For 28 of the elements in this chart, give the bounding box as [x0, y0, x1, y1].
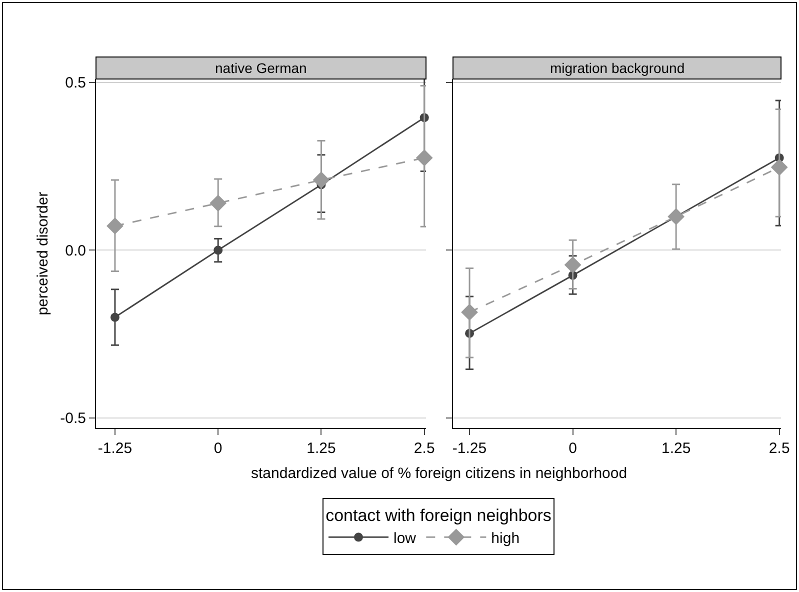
- point: [770, 158, 788, 176]
- x-tick-label: 1.25: [661, 440, 691, 457]
- point: [564, 256, 582, 274]
- legend-title: contact with foreign neighbors: [326, 506, 552, 525]
- x-axis-title: standardized value of % foreign citizens in neighborhood: [251, 465, 628, 482]
- point: [416, 149, 433, 166]
- y-tick-label: -0.5: [60, 410, 86, 428]
- point: [668, 208, 685, 226]
- x-tick-label: 2.5: [768, 440, 790, 457]
- y-axis-title: perceived disorder: [34, 192, 52, 316]
- x-tick-label: 1.25: [306, 440, 336, 457]
- y-tick-label: 0.5: [65, 74, 86, 92]
- chart-title: migration background: [550, 60, 685, 76]
- legend-label: low: [394, 530, 416, 547]
- x-tick-label: -1.25: [98, 440, 132, 457]
- legend-label: high: [491, 530, 520, 547]
- x-tick-label: 0: [568, 440, 577, 457]
- point: [210, 194, 227, 212]
- point: [110, 312, 120, 322]
- point: [461, 304, 478, 321]
- point: [214, 246, 223, 255]
- chart-title: native German: [215, 60, 307, 76]
- y-tick-label: 0.0: [65, 242, 86, 260]
- point: [312, 172, 330, 188]
- x-tick-label: 2.5: [414, 440, 435, 457]
- x-tick-label: -1.25: [452, 440, 487, 457]
- point: [106, 218, 124, 234]
- x-tick-label: 0: [214, 440, 222, 457]
